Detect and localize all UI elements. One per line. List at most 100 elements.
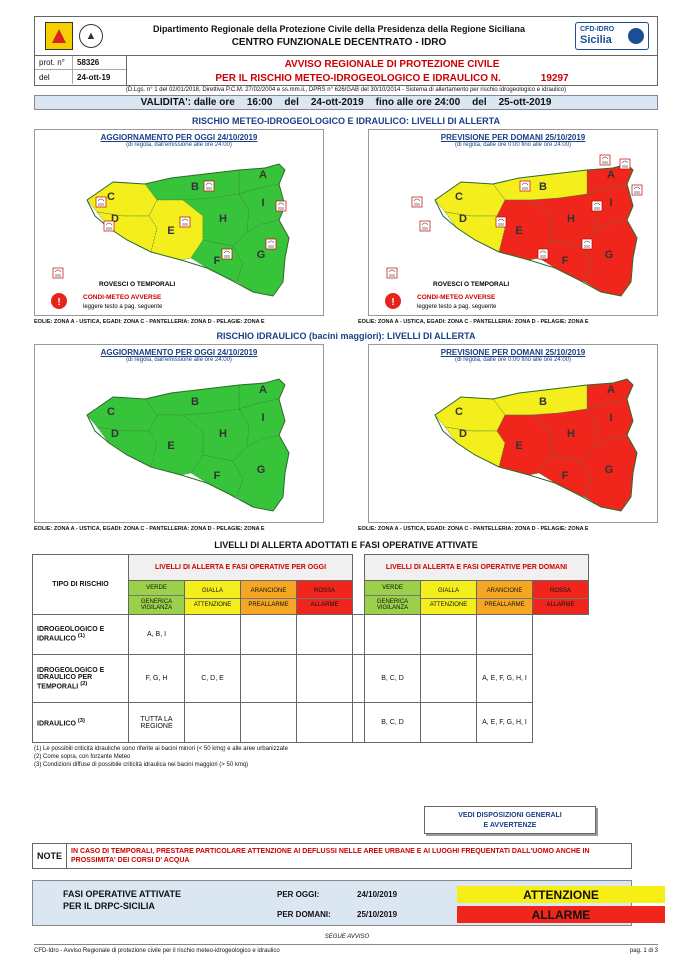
validity-bar: VALIDITA': dalle ore 16:00 del 24-ott-20…: [34, 95, 658, 110]
oggi-level-2: ARANCIONE PREALLARME: [240, 580, 297, 615]
zone-e-area: [148, 414, 204, 476]
zones-note: EOLIE: ZONA A - USTICA, EGADI: ZONA C - …: [34, 319, 265, 325]
levels-table-title: LIVELLI DI ALLERTA ADOTTATI E FASI OPERA…: [214, 540, 478, 550]
protocol-block: prot. n° 58326 del 24-ott-19 AVVISO REGION…: [34, 56, 658, 86]
domani-level-3: ROSSA ALLARME: [532, 580, 589, 615]
validity-del-1: del: [284, 97, 299, 108]
meteo-maps-row: AGGIORNAMENTO PER OGGI 24/10/2019 (di re…: [34, 129, 658, 316]
domani-cell: B, C, D: [364, 654, 421, 703]
storm-icon: [631, 184, 643, 196]
storm-icon: [203, 180, 215, 192]
oggi-cell: TUTTA LA REGIONE: [128, 702, 185, 743]
page-footer: CFD-Idro - Avviso Regionale di protezion…: [34, 948, 658, 954]
legend-leggere: leggere testo a pag. seguente: [417, 304, 497, 310]
zone-b-label: B: [191, 181, 199, 193]
zone-c-label: C: [455, 406, 463, 418]
sicily-map: A B CD E F G H I ROVESCI O TEMPORALI! CONDI-METEO…: [51, 163, 290, 310]
fasi-operative-box: FASI OPERATIVE ATTIVATE PER IL DRPC-SICI…: [32, 880, 665, 926]
storm-icon: [619, 158, 631, 170]
zone-c-area: [86, 396, 158, 432]
document-page: ▲ Dipartimento Regionale della Protezion…: [32, 16, 658, 769]
table-row: IDROGEOLOGICO E IDRAULICO (1) A, B, I: [32, 614, 589, 655]
rischio-label: IDROGEOLOGICO E IDRAULICO PER TEMPORALI …: [32, 654, 129, 703]
levels-table: TIPO DI RISCHIO LIVELLI DI ALLERTA E FAS…: [32, 554, 589, 743]
protezione-civile-logo: ▲: [79, 24, 103, 48]
zone-h-label: H: [567, 428, 575, 440]
domani-cell: [476, 614, 533, 655]
rischio-label: IDROGEOLOGICO E IDRAULICO (1): [32, 614, 129, 655]
zone-d-label: D: [459, 213, 467, 225]
domani-cell: [364, 614, 421, 655]
oggi-level-1: GIALLA ATTENZIONE: [184, 580, 241, 615]
map-title: PREVISIONE PER DOMANI 25/10/2019: [440, 133, 586, 142]
domani-cell: [420, 702, 477, 743]
footnote-1: (1) Le possibili criticità idrauliche so…: [34, 746, 288, 752]
regione-sicilia-logo: [45, 22, 73, 50]
map-subtitle: (di regola, dalle ore 0:00 fino alle ore…: [454, 357, 572, 363]
warning-icon: !: [385, 293, 401, 309]
zone-c-label: C: [107, 191, 115, 203]
zone-f-label: F: [562, 255, 569, 267]
storm-icon: [221, 248, 233, 260]
avviso-number: 19297: [540, 72, 569, 84]
domani-cell: [352, 702, 365, 743]
storm-icon: [52, 267, 64, 279]
badge-top-text: CFD-IDRO: [580, 26, 615, 34]
zones-note: EOLIE: ZONA A - USTICA, EGADI: ZONA C - …: [358, 319, 589, 325]
domani-header: LIVELLI DI ALLERTA E FASI OPERATIVE PER …: [364, 554, 589, 581]
vedi-disposizioni-link[interactable]: VEDI DISPOSIZIONI GENERALI E AVVERTENZE: [424, 806, 596, 834]
avviso-subtitle: PER IL RISCHIO METEO-IDROGEOLOGICO E IDR…: [215, 72, 501, 84]
zone-d-area: [96, 426, 158, 468]
zone-a-label: A: [607, 384, 615, 396]
zones-note: EOLIE: ZONA A - USTICA, EGADI: ZONA C - …: [34, 526, 265, 532]
domani-cell: A, E, F, G, H, I: [476, 702, 533, 743]
zone-e-label: E: [515, 225, 522, 237]
vedi-line-2: E AVVERTENZE: [483, 821, 537, 829]
zone-g-label: G: [605, 249, 614, 261]
sicily-map: A B CD E F G H I: [86, 378, 290, 512]
page-number: pag. 1 di 3: [629, 948, 658, 954]
zone-e-area: [496, 414, 552, 476]
zone-g-label: G: [605, 464, 614, 476]
header-department: Dipartimento Regionale della Protezione …: [152, 24, 526, 34]
zone-i-label: I: [609, 412, 612, 424]
oggi-header: LIVELLI DI ALLERTA E FASI OPERATIVE PER …: [128, 554, 353, 581]
del-label: del: [35, 70, 73, 84]
zone-h-label: H: [219, 213, 227, 225]
document-header: ▲ Dipartimento Regionale della Protezion…: [34, 16, 658, 56]
zone-b-label: B: [539, 181, 547, 193]
fasi-label-2: PER IL DRPC-SICILIA: [63, 900, 155, 911]
fasi-domani-label: PER DOMANI:: [277, 910, 331, 919]
map-subtitle: (di regola, dall'emissione alle ore 24:0…: [126, 357, 232, 363]
cfd-idro-badge: CFD-IDRO Sicilia: [575, 22, 649, 50]
svg-text:!: !: [391, 297, 394, 308]
map-subtitle: (di regola, dall'emissione alle ore 24:0…: [126, 142, 232, 148]
oggi-cell: [240, 614, 297, 655]
zone-f-label: F: [214, 255, 221, 267]
zone-d-area: [444, 426, 506, 468]
storm-icon: [495, 216, 507, 228]
rischio-label: IDRAULICO (3): [32, 702, 129, 743]
zones-note: EOLIE: ZONA A - USTICA, EGADI: ZONA C - …: [358, 526, 589, 532]
storm-icon: [179, 216, 191, 228]
zone-f-label: F: [562, 470, 569, 482]
oggi-cell: A, B, I: [128, 614, 185, 655]
validity-label: VALIDITA': dalle ore: [140, 97, 235, 108]
validity-from-time: 16:00: [246, 97, 273, 108]
fasi-domani-phase: ALLARME: [457, 906, 665, 923]
validity-to-date: 25-ott-2019: [498, 97, 552, 108]
del-value: 24-ott-19: [77, 72, 111, 82]
zone-h-label: H: [567, 213, 575, 225]
validity-del-2: del: [472, 97, 487, 108]
storm-icon: [599, 154, 611, 166]
zone-a-label: A: [259, 169, 267, 181]
storm-icon: [591, 200, 603, 212]
legal-reference: (D.Lgs. n° 1 del 02/01/2018, Direttiva P…: [125, 87, 567, 93]
table-row: IDRAULICO (3) TUTTA LA REGIONE B, C, D A, E…: [32, 702, 589, 743]
zone-a-label: A: [607, 169, 615, 181]
oggi-cell: [240, 654, 297, 703]
zone-e-label: E: [167, 225, 174, 237]
badge-bottom-text: Sicilia: [580, 33, 612, 46]
zone-e-label: E: [515, 440, 522, 452]
storm-icon: [411, 196, 423, 208]
